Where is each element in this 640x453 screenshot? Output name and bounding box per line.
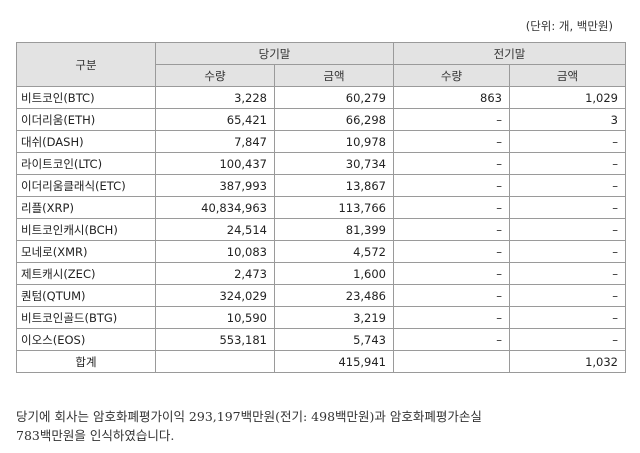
- header-prior-quantity: 수량: [393, 64, 510, 87]
- total-label: 합계: [16, 350, 156, 373]
- table-row: 이오스(EOS) 553,181 5,743 – –: [16, 328, 626, 351]
- row-name: 이오스(EOS): [16, 328, 156, 351]
- table-row: 비트코인골드(BTG) 10,590 3,219 – –: [16, 306, 626, 329]
- row-current-amount: 30,734: [274, 152, 394, 175]
- table-row: 제트캐시(ZEC) 2,473 1,600 – –: [16, 262, 626, 285]
- header-current-quantity: 수량: [155, 64, 275, 87]
- row-name: 리플(XRP): [16, 196, 156, 219]
- row-current-quantity: 65,421: [155, 108, 275, 131]
- row-name: 라이트코인(LTC): [16, 152, 156, 175]
- row-current-quantity: 3,228: [155, 86, 275, 109]
- table-row: 비트코인캐시(BCH) 24,514 81,399 – –: [16, 218, 626, 241]
- row-name: 이더리움(ETH): [16, 108, 156, 131]
- header-prior-period: 전기말: [393, 42, 626, 65]
- row-current-quantity: 24,514: [155, 218, 275, 241]
- row-current-amount: 13,867: [274, 174, 394, 197]
- row-name: 대쉬(DASH): [16, 130, 156, 153]
- row-prior-amount: 1,029: [509, 86, 626, 109]
- row-name: 퀀텀(QTUM): [16, 284, 156, 307]
- row-current-amount: 113,766: [274, 196, 394, 219]
- row-current-quantity: 2,473: [155, 262, 275, 285]
- table-row: 라이트코인(LTC) 100,437 30,734 – –: [16, 152, 626, 175]
- row-name: 비트코인(BTC): [16, 86, 156, 109]
- row-current-quantity: 387,993: [155, 174, 275, 197]
- table-row: 모네로(XMR) 10,083 4,572 – –: [16, 240, 626, 263]
- row-current-amount: 1,600: [274, 262, 394, 285]
- row-prior-quantity: –: [393, 130, 510, 153]
- row-prior-quantity: –: [393, 328, 510, 351]
- footnote-line-2: 783백만원을 인식하였습니다.: [16, 428, 175, 443]
- header-current-amount: 금액: [274, 64, 394, 87]
- row-current-amount: 4,572: [274, 240, 394, 263]
- total-row: 합계 415,941 1,032: [16, 350, 626, 373]
- row-prior-amount: 3: [509, 108, 626, 131]
- row-prior-quantity: –: [393, 306, 510, 329]
- row-current-quantity: 553,181: [155, 328, 275, 351]
- row-name: 이더리움클래식(ETC): [16, 174, 156, 197]
- table-row: 퀀텀(QTUM) 324,029 23,486 – –: [16, 284, 626, 307]
- row-prior-amount: –: [509, 196, 626, 219]
- row-prior-quantity: –: [393, 240, 510, 263]
- table-row: 대쉬(DASH) 7,847 10,978 – –: [16, 130, 626, 153]
- footnote-paragraph: 당기에 회사는 암호화폐평가이익 293,197백만원(전기: 498백만원)과…: [16, 407, 628, 445]
- row-current-quantity: 10,083: [155, 240, 275, 263]
- header-category: 구분: [16, 42, 156, 87]
- footnote-line-1: 당기에 회사는 암호화폐평가이익 293,197백만원(전기: 498백만원)과…: [16, 409, 482, 424]
- row-prior-quantity: –: [393, 196, 510, 219]
- table-row: 이더리움클래식(ETC) 387,993 13,867 – –: [16, 174, 626, 197]
- row-prior-amount: –: [509, 130, 626, 153]
- row-prior-amount: –: [509, 284, 626, 307]
- row-prior-quantity: 863: [393, 86, 510, 109]
- row-current-quantity: 40,834,963: [155, 196, 275, 219]
- total-current-amount: 415,941: [274, 350, 394, 373]
- row-current-amount: 3,219: [274, 306, 394, 329]
- row-name: 모네로(XMR): [16, 240, 156, 263]
- total-prior-amount: 1,032: [509, 350, 626, 373]
- row-current-amount: 81,399: [274, 218, 394, 241]
- row-name: 비트코인캐시(BCH): [16, 218, 156, 241]
- table-row: 비트코인(BTC) 3,228 60,279 863 1,029: [16, 86, 626, 109]
- row-current-amount: 60,279: [274, 86, 394, 109]
- row-current-amount: 10,978: [274, 130, 394, 153]
- row-prior-quantity: –: [393, 262, 510, 285]
- total-current-quantity: [155, 350, 275, 373]
- table-row: 이더리움(ETH) 65,421 66,298 – 3: [16, 108, 626, 131]
- row-prior-quantity: –: [393, 174, 510, 197]
- unit-label: (단위: 개, 백만원): [525, 19, 613, 33]
- row-current-quantity: 10,590: [155, 306, 275, 329]
- row-name: 비트코인골드(BTG): [16, 306, 156, 329]
- crypto-holdings-table: 구분 당기말 전기말 수량 금액 수량 금액 비트코인(BTC) 3,228 6…: [16, 42, 626, 373]
- table-row: 리플(XRP) 40,834,963 113,766 – –: [16, 196, 626, 219]
- row-current-quantity: 7,847: [155, 130, 275, 153]
- row-current-quantity: 324,029: [155, 284, 275, 307]
- row-prior-amount: –: [509, 240, 626, 263]
- row-current-amount: 23,486: [274, 284, 394, 307]
- row-current-amount: 5,743: [274, 328, 394, 351]
- row-prior-quantity: –: [393, 108, 510, 131]
- header-current-period: 당기말: [155, 42, 394, 65]
- header-prior-amount: 금액: [509, 64, 626, 87]
- total-prior-quantity: [393, 350, 510, 373]
- row-prior-amount: –: [509, 306, 626, 329]
- row-current-amount: 66,298: [274, 108, 394, 131]
- row-prior-quantity: –: [393, 284, 510, 307]
- row-name: 제트캐시(ZEC): [16, 262, 156, 285]
- row-prior-amount: –: [509, 174, 626, 197]
- row-current-quantity: 100,437: [155, 152, 275, 175]
- row-prior-quantity: –: [393, 152, 510, 175]
- row-prior-amount: –: [509, 328, 626, 351]
- row-prior-amount: –: [509, 152, 626, 175]
- row-prior-amount: –: [509, 218, 626, 241]
- row-prior-amount: –: [509, 262, 626, 285]
- row-prior-quantity: –: [393, 218, 510, 241]
